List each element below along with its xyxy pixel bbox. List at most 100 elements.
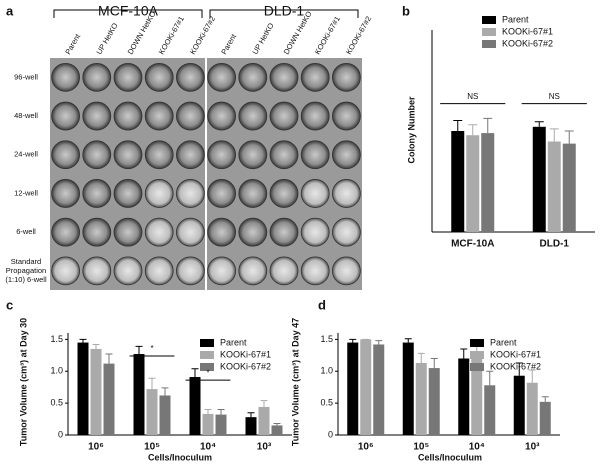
y-tick-label: 0 bbox=[58, 429, 63, 439]
significance-label: NS bbox=[549, 92, 560, 101]
bar bbox=[373, 344, 385, 435]
well bbox=[175, 256, 205, 286]
error-bar bbox=[528, 369, 536, 383]
y-tick-label: 0 bbox=[328, 429, 333, 439]
well bbox=[331, 101, 361, 131]
row-label: 96-well bbox=[14, 72, 38, 81]
well bbox=[269, 179, 299, 208]
error-bar bbox=[247, 412, 255, 418]
well bbox=[238, 140, 268, 170]
column-label: UP HetKO bbox=[250, 21, 275, 56]
panel-label: c bbox=[6, 297, 13, 312]
y-axis-label: Colony Number bbox=[406, 96, 416, 164]
error-bar bbox=[417, 352, 425, 363]
significance-label: * bbox=[150, 344, 153, 353]
error-bar bbox=[349, 338, 357, 343]
legend-swatch bbox=[470, 363, 484, 371]
well bbox=[51, 62, 80, 92]
well bbox=[238, 101, 268, 131]
legend-swatch bbox=[482, 16, 496, 24]
error-bar bbox=[564, 130, 574, 144]
y-tick-label: 1.5 bbox=[50, 334, 63, 344]
error-bar bbox=[486, 370, 494, 386]
error-bar bbox=[453, 119, 463, 131]
legend-swatch bbox=[482, 40, 496, 48]
bar bbox=[402, 342, 414, 435]
well bbox=[331, 140, 361, 170]
legend-swatch bbox=[470, 339, 484, 347]
error-bar bbox=[191, 368, 199, 377]
well bbox=[238, 62, 268, 92]
well bbox=[331, 217, 361, 247]
well bbox=[269, 140, 299, 170]
y-tick-label: 0.5 bbox=[50, 398, 63, 408]
legend-swatch bbox=[200, 339, 214, 347]
legend-label: KOOKi-67#1 bbox=[220, 349, 271, 359]
group-label: DLD-1 bbox=[264, 3, 305, 19]
error-bar bbox=[541, 396, 549, 402]
error-bar bbox=[105, 353, 113, 364]
error-bar bbox=[148, 377, 156, 390]
error-bar bbox=[404, 338, 412, 343]
legend-label: KOOKi-67#1 bbox=[502, 26, 553, 36]
group-bracket bbox=[53, 9, 203, 18]
column-label: KOOKi-67#1 bbox=[313, 15, 342, 56]
error-bar bbox=[460, 348, 468, 359]
well bbox=[300, 101, 330, 131]
column-label: KOOKi-67#1 bbox=[157, 15, 186, 56]
legend-label: Parent bbox=[490, 337, 517, 347]
well bbox=[82, 62, 112, 92]
row-label: (1:10) 6-well bbox=[5, 275, 47, 284]
row-label: 24-well bbox=[14, 150, 38, 159]
bar bbox=[271, 425, 283, 435]
bar bbox=[539, 401, 551, 435]
error-bar bbox=[549, 128, 559, 142]
row-label: 6-well bbox=[16, 227, 36, 236]
well bbox=[144, 140, 174, 170]
bar bbox=[466, 135, 480, 232]
x-tick-label: 10⁴ bbox=[200, 442, 216, 453]
well bbox=[144, 62, 174, 92]
bar bbox=[347, 342, 359, 435]
well bbox=[331, 179, 361, 208]
bar bbox=[513, 375, 525, 435]
well bbox=[238, 217, 268, 247]
bar bbox=[202, 413, 214, 435]
bar bbox=[415, 362, 427, 435]
panel-label: a bbox=[6, 3, 14, 18]
well bbox=[175, 140, 205, 170]
bar bbox=[471, 357, 483, 435]
y-axis-label: Tumor Volume (cm³) at Day 30 bbox=[18, 318, 28, 446]
well bbox=[207, 101, 237, 131]
well bbox=[51, 217, 80, 247]
well bbox=[113, 140, 143, 170]
well bbox=[113, 256, 143, 286]
column-label: Parent bbox=[219, 32, 238, 56]
well bbox=[144, 101, 174, 131]
bar bbox=[133, 354, 145, 435]
bar bbox=[90, 348, 102, 435]
column-label: UP HetKO bbox=[94, 21, 119, 56]
legend-label: KOOKi-67#2 bbox=[490, 361, 541, 371]
significance-label: NS bbox=[467, 92, 478, 101]
well bbox=[207, 217, 237, 247]
well bbox=[300, 140, 330, 170]
well bbox=[207, 179, 237, 208]
well bbox=[82, 179, 112, 208]
row-label: 48-well bbox=[14, 111, 38, 120]
x-tick-label: 10⁴ bbox=[469, 442, 485, 453]
x-tick-label: DLD-1 bbox=[540, 239, 570, 250]
legend-label: KOOKi-67#2 bbox=[220, 361, 271, 371]
well bbox=[82, 256, 112, 286]
well bbox=[207, 62, 237, 92]
well bbox=[113, 62, 143, 92]
well bbox=[113, 217, 143, 247]
bar bbox=[547, 141, 561, 232]
legend-swatch bbox=[482, 28, 496, 36]
error-bar bbox=[375, 340, 383, 345]
legend-swatch bbox=[200, 363, 214, 371]
bar bbox=[258, 406, 270, 435]
column-label: Parent bbox=[63, 32, 82, 56]
well bbox=[51, 179, 80, 208]
legend-label: Parent bbox=[502, 14, 529, 24]
